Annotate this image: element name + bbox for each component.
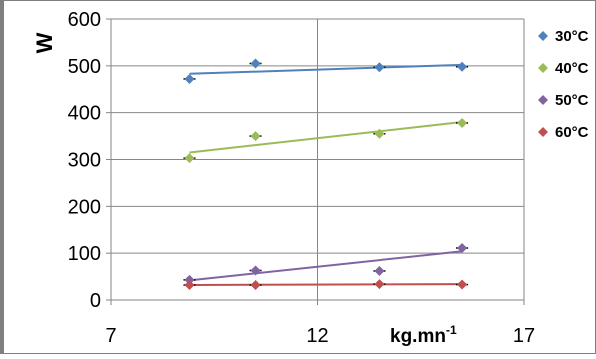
point-marker [184,153,195,164]
point-marker [250,280,261,291]
point-marker [457,279,468,290]
point-marker [374,265,385,276]
data-point [373,62,386,73]
data-point [249,131,262,142]
y-tick-label: 500 [68,56,101,78]
legend-item: 40°C [538,60,589,77]
data-point [249,58,262,69]
data-point [456,243,469,254]
point-marker [374,62,385,73]
trend-line [189,121,463,154]
point-marker [457,117,468,128]
data-point [183,274,196,285]
axes [106,18,525,305]
point-marker [250,131,261,142]
x-tick-label: 17 [513,325,535,347]
data-point [373,128,386,139]
point-marker [184,73,195,84]
data-point [456,279,469,290]
data-point [249,280,262,291]
data-point [456,117,469,128]
legend-label: 50°C [555,92,589,109]
y-axis-label: W [32,32,57,53]
data-point [183,73,196,84]
legend-label: 60°C [555,124,589,141]
trend-line [189,283,463,287]
legend-marker [538,31,548,41]
x-axis-label-sup: -1 [446,323,457,337]
legend-marker [538,63,548,73]
grid-lines [110,18,525,301]
data-point [373,265,386,276]
y-tick-label: 100 [68,243,101,265]
point-marker [184,280,195,291]
y-tick-label: 0 [90,290,101,312]
trend-lines [189,63,463,287]
y-tick-label: 200 [68,196,101,218]
y-tick-label: 300 [68,150,101,172]
tick-labels: 0 100 200 300 400 500 600 7 12 17 [68,9,536,347]
x-tick-label: 7 [105,325,116,347]
legend: 30°C 40°C 50°C 60°C [538,28,589,141]
legend-label: 30°C [555,28,589,45]
legend-marker [538,95,548,105]
data-point [183,153,196,164]
legend-item: 50°C [538,92,589,109]
y-tick-label: 600 [68,9,101,31]
point-marker [250,58,261,69]
data-point [373,279,386,290]
trend-line [189,250,463,282]
legend-label: 40°C [555,60,589,77]
point-marker [374,128,385,139]
data-point [183,280,196,291]
legend-marker [538,127,548,137]
legend-item: 60°C [538,124,589,141]
point-marker [457,243,468,254]
data-points [183,58,469,291]
point-marker [184,274,195,285]
legend-item: 30°C [538,28,589,45]
point-marker [374,279,385,290]
x-tick-label: 12 [306,325,328,347]
point-marker [457,61,468,72]
chart-svg: 0 100 200 300 400 500 600 7 12 17 W kg.mn-1 30°C 4… [32,9,589,347]
data-point [456,61,469,72]
data-point [249,265,262,276]
trend-line [189,63,463,75]
y-tick-label: 400 [68,103,101,125]
x-axis-label-main: kg.mn [390,326,446,347]
x-axis-label: kg.mn-1 [390,323,457,347]
point-marker [250,265,261,276]
